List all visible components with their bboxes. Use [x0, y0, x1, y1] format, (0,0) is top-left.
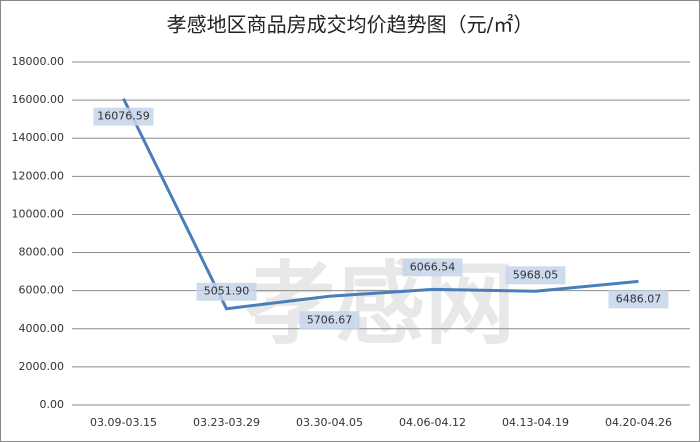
data-label: 6066.54 — [410, 260, 456, 273]
x-tick-label: 04.20-04.26 — [605, 416, 672, 429]
data-label-bg — [196, 282, 257, 301]
chart-title: 孝感地区商品房成交均价趋势图（元/㎡） — [167, 13, 534, 37]
data-label-bg — [93, 107, 154, 126]
y-tick-label: 12000.00 — [12, 169, 65, 182]
y-tick-label: 10000.00 — [12, 207, 65, 220]
x-tick-label: 03.09-03.15 — [90, 416, 157, 429]
x-tick-label: 04.13-04.19 — [502, 416, 569, 429]
y-tick-label: 4000.00 — [19, 322, 65, 335]
y-tick-label: 8000.00 — [19, 246, 65, 259]
y-tick-label: 18000.00 — [12, 55, 65, 68]
x-tick-label: 03.23-03.29 — [193, 416, 260, 429]
x-tick-label: 03.30-04.05 — [296, 416, 363, 429]
data-label-bg — [608, 290, 669, 309]
data-label-bg — [505, 266, 566, 285]
data-label: 16076.59 — [97, 110, 150, 123]
y-tick-label: 14000.00 — [12, 131, 65, 144]
data-label: 6486.07 — [616, 292, 662, 305]
data-label: 5051.90 — [204, 285, 250, 298]
data-label-bg — [299, 311, 360, 330]
y-tick-label: 16000.00 — [12, 93, 65, 106]
y-tick-label: 6000.00 — [19, 284, 65, 297]
x-tick-label: 04.06-04.12 — [399, 416, 466, 429]
y-tick-label: 2000.00 — [19, 360, 65, 373]
data-line — [122, 97, 639, 311]
y-tick-label: 0.00 — [40, 398, 65, 411]
data-label: 5706.67 — [307, 313, 353, 326]
data-label: 5968.05 — [513, 268, 559, 281]
data-label-bg — [402, 258, 463, 277]
watermark: 孝感网 — [245, 252, 515, 357]
